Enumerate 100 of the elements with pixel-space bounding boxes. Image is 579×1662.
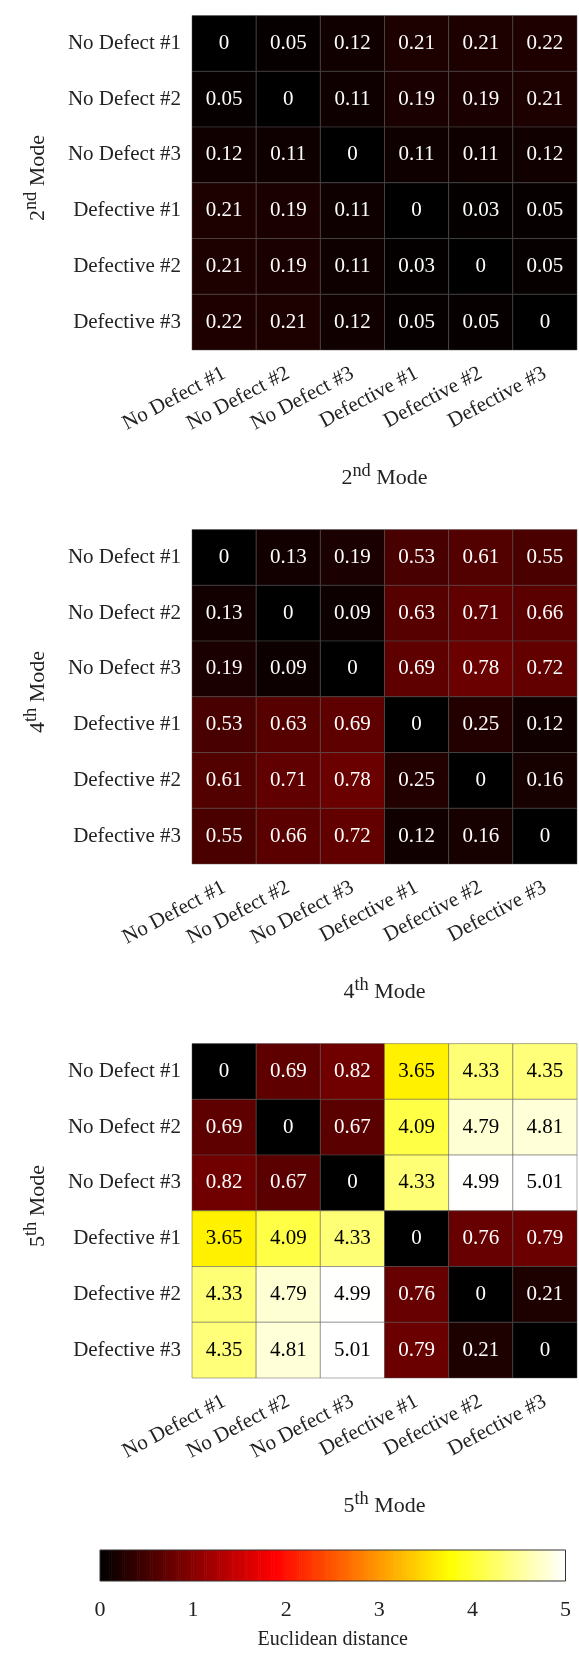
y-tick-label: Defective #1 xyxy=(73,1225,181,1250)
color-bar-label: 4 xyxy=(466,1595,478,1621)
data-label: 0.78 xyxy=(334,766,371,791)
data-label: 0.16 xyxy=(462,822,500,847)
y-tick-label: Defective #2 xyxy=(73,766,181,791)
data-label: 0.19 xyxy=(398,85,435,110)
color-bar-label: 3 xyxy=(373,1595,385,1621)
x-axis-title: 2$^{nd}$ Mode xyxy=(341,460,428,490)
data-label: 0 xyxy=(411,1225,422,1250)
data-label: 0 xyxy=(475,1280,486,1305)
data-label: 0 xyxy=(347,1169,358,1194)
data-label: 0.12 xyxy=(526,711,564,736)
data-label: 0.22 xyxy=(526,29,564,54)
data-label: 0 xyxy=(539,822,551,847)
data-label: 0.21 xyxy=(526,85,564,110)
data-label: 0 xyxy=(218,1057,230,1082)
color-bar-label: 0 xyxy=(94,1595,106,1621)
data-label: 0.76 xyxy=(398,1280,435,1305)
data-label: 5.01 xyxy=(526,1169,564,1194)
data-label: 0.16 xyxy=(526,766,564,791)
data-label: 0.05 xyxy=(269,29,307,54)
x-axis-title: 4$^{th}$ Mode xyxy=(343,974,426,1004)
data-label: 0 xyxy=(539,1336,551,1361)
y-tick-label: Defective #3 xyxy=(73,308,181,333)
data-label: 0.63 xyxy=(269,711,307,736)
data-label: 0.76 xyxy=(462,1225,500,1250)
y-tick-label: Defective #1 xyxy=(73,711,181,736)
data-label: 0 xyxy=(218,543,230,568)
color-bar-label: 1 xyxy=(187,1595,199,1621)
data-label: 0.12 xyxy=(205,141,243,166)
y-tick-label: No Defect #2 xyxy=(67,599,181,624)
data-label: 0.82 xyxy=(205,1169,243,1194)
data-label: 0 xyxy=(347,655,358,680)
data-label: 0 xyxy=(347,141,358,166)
data-label: 0.25 xyxy=(398,766,435,791)
data-label: 0.11 xyxy=(334,252,371,277)
data-label: 0.05 xyxy=(526,197,564,222)
data-label: 0.71 xyxy=(269,766,307,791)
data-label: 3.65 xyxy=(398,1057,435,1082)
data-label: 4.33 xyxy=(398,1169,435,1194)
data-label: 0.61 xyxy=(462,543,500,568)
data-label: 0.09 xyxy=(334,599,371,624)
y-tick-label: No Defect #1 xyxy=(67,29,181,54)
y-tick-label: No Defect #1 xyxy=(67,1057,181,1082)
data-label: 0.79 xyxy=(526,1225,564,1250)
data-label: 4.81 xyxy=(526,1113,564,1138)
data-label: 0 xyxy=(475,766,486,791)
data-label: 0.55 xyxy=(205,822,243,847)
data-label: 0 xyxy=(218,29,230,54)
data-label: 0.69 xyxy=(205,1113,243,1138)
y-tick-label: Defective #3 xyxy=(73,822,181,847)
data-label: 0.82 xyxy=(334,1057,371,1082)
data-label: 0.19 xyxy=(269,197,307,222)
data-label: 0.67 xyxy=(334,1113,371,1138)
y-tick-label: No Defect #2 xyxy=(67,85,181,110)
data-label: 0.21 xyxy=(398,29,435,54)
data-label: 0.03 xyxy=(462,197,500,222)
y-tick-label: Defective #3 xyxy=(73,1336,181,1361)
data-label: 0.19 xyxy=(269,252,307,277)
data-label: 3.65 xyxy=(205,1225,243,1250)
data-label: 0.69 xyxy=(398,655,435,680)
data-label: 0.12 xyxy=(398,822,435,847)
data-label: 0.13 xyxy=(269,543,307,568)
data-label: 0.69 xyxy=(269,1057,307,1082)
data-label: 4.09 xyxy=(269,1225,307,1250)
y-tick-label: No Defect #3 xyxy=(67,1169,181,1194)
data-label: 0 xyxy=(283,85,294,110)
color-bar-label: 5 xyxy=(560,1595,571,1621)
data-label: 0.11 xyxy=(270,141,307,166)
data-label: 4.79 xyxy=(269,1280,307,1305)
data-label: 0.79 xyxy=(398,1336,435,1361)
data-label: 0.13 xyxy=(205,599,243,624)
data-label: 0.19 xyxy=(462,85,500,110)
data-label: 4.33 xyxy=(334,1225,371,1250)
x-axis-title: 5$^{th}$ Mode xyxy=(343,1488,426,1518)
data-label: 4.81 xyxy=(269,1336,307,1361)
data-label: 0.21 xyxy=(462,1336,500,1361)
data-label: 0.66 xyxy=(526,599,564,624)
data-label: 0.25 xyxy=(462,711,500,736)
data-label: 0 xyxy=(283,1113,294,1138)
data-label: 0.11 xyxy=(398,141,435,166)
data-label: 0.03 xyxy=(398,252,435,277)
data-label: 0.21 xyxy=(462,29,500,54)
data-label: 0.21 xyxy=(205,197,243,222)
data-label: 0.61 xyxy=(205,766,243,791)
data-label: 0 xyxy=(411,711,422,736)
data-label: 0.12 xyxy=(334,308,371,333)
data-label: 0.63 xyxy=(398,599,435,624)
y-tick-label: Defective #2 xyxy=(73,1280,181,1305)
data-label: 0.21 xyxy=(269,308,307,333)
data-label: 0.71 xyxy=(462,599,500,624)
color-bar-title: Euclidean distance xyxy=(257,1627,409,1650)
data-label: 4.33 xyxy=(462,1057,500,1082)
data-label: 0.11 xyxy=(334,85,371,110)
data-label: 0.53 xyxy=(398,543,435,568)
data-label: 4.99 xyxy=(334,1280,371,1305)
color-bar-label: 2 xyxy=(280,1595,292,1621)
data-label: 0.12 xyxy=(526,141,564,166)
data-label: 0.21 xyxy=(205,252,243,277)
data-label: 5.01 xyxy=(334,1336,371,1361)
